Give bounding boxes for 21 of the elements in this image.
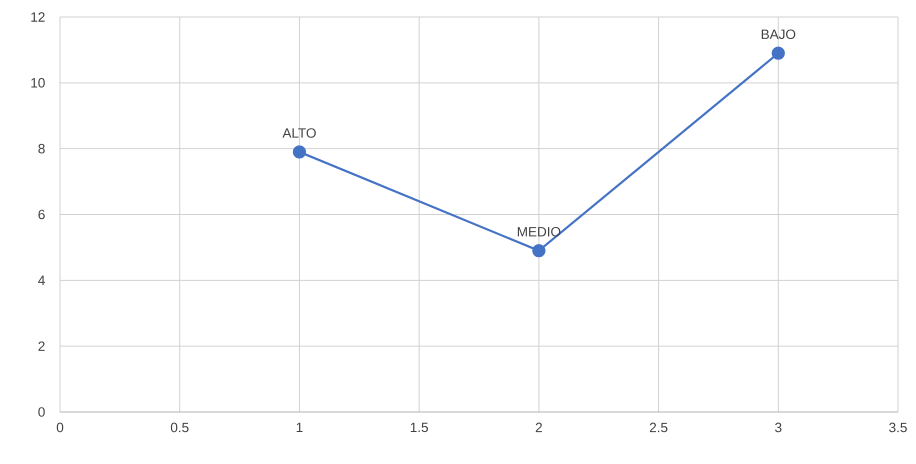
x-tick-label: 2	[536, 422, 542, 432]
x-tick-label: 3	[775, 422, 782, 432]
x-tick-label: 2.5	[650, 422, 668, 432]
point	[532, 244, 546, 258]
x-tick-label: 1.5	[410, 422, 428, 432]
x-tick-label: 3.5	[889, 422, 907, 432]
annotation: BAJO	[762, 29, 796, 40]
y-tick-label: 2	[38, 341, 45, 351]
y-tick-label: 8	[38, 144, 45, 154]
point	[772, 46, 785, 60]
y-tick-label: 10	[31, 78, 45, 88]
x-tick-label: 0.5	[170, 422, 189, 432]
y-tick-label: 4	[38, 276, 45, 285]
x-tick-label: 1	[296, 422, 303, 432]
annotation: MEDIO	[518, 226, 560, 237]
x-tick-label: 0	[56, 422, 64, 432]
point	[292, 145, 306, 159]
y-tick-label: 0	[38, 407, 45, 417]
y-tick-label: 6	[38, 210, 45, 220]
y-tick-label: 12	[31, 12, 45, 22]
annotation: ALTO	[282, 128, 316, 138]
